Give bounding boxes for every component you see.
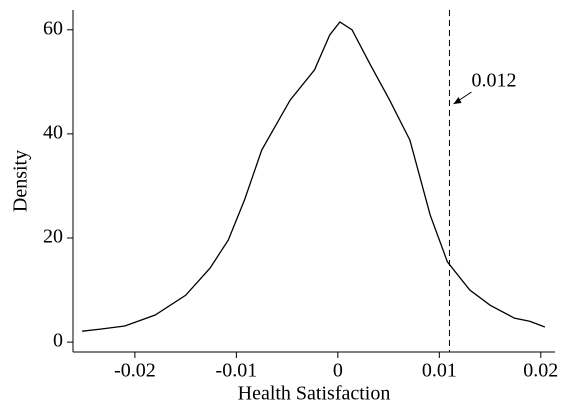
y-tick-label: 40 [43, 121, 63, 143]
y-axis-label: Density [10, 150, 32, 212]
y-tick-label: 0 [53, 330, 63, 352]
x-tick-label: -0.01 [216, 360, 258, 382]
arrow-head [453, 97, 462, 104]
annotation: 0.012 [471, 70, 516, 92]
x-tick-label: 0 [333, 360, 343, 382]
x-tick-label: 0.01 [422, 360, 457, 382]
density-line [82, 21, 546, 332]
y-tick-label: 60 [43, 17, 63, 39]
y-tick-label: 20 [43, 226, 63, 248]
x-axis-label: Health Satisfaction [238, 383, 391, 405]
x-tick-label: -0.02 [114, 360, 156, 382]
x-tick-label: 0.02 [523, 360, 558, 382]
